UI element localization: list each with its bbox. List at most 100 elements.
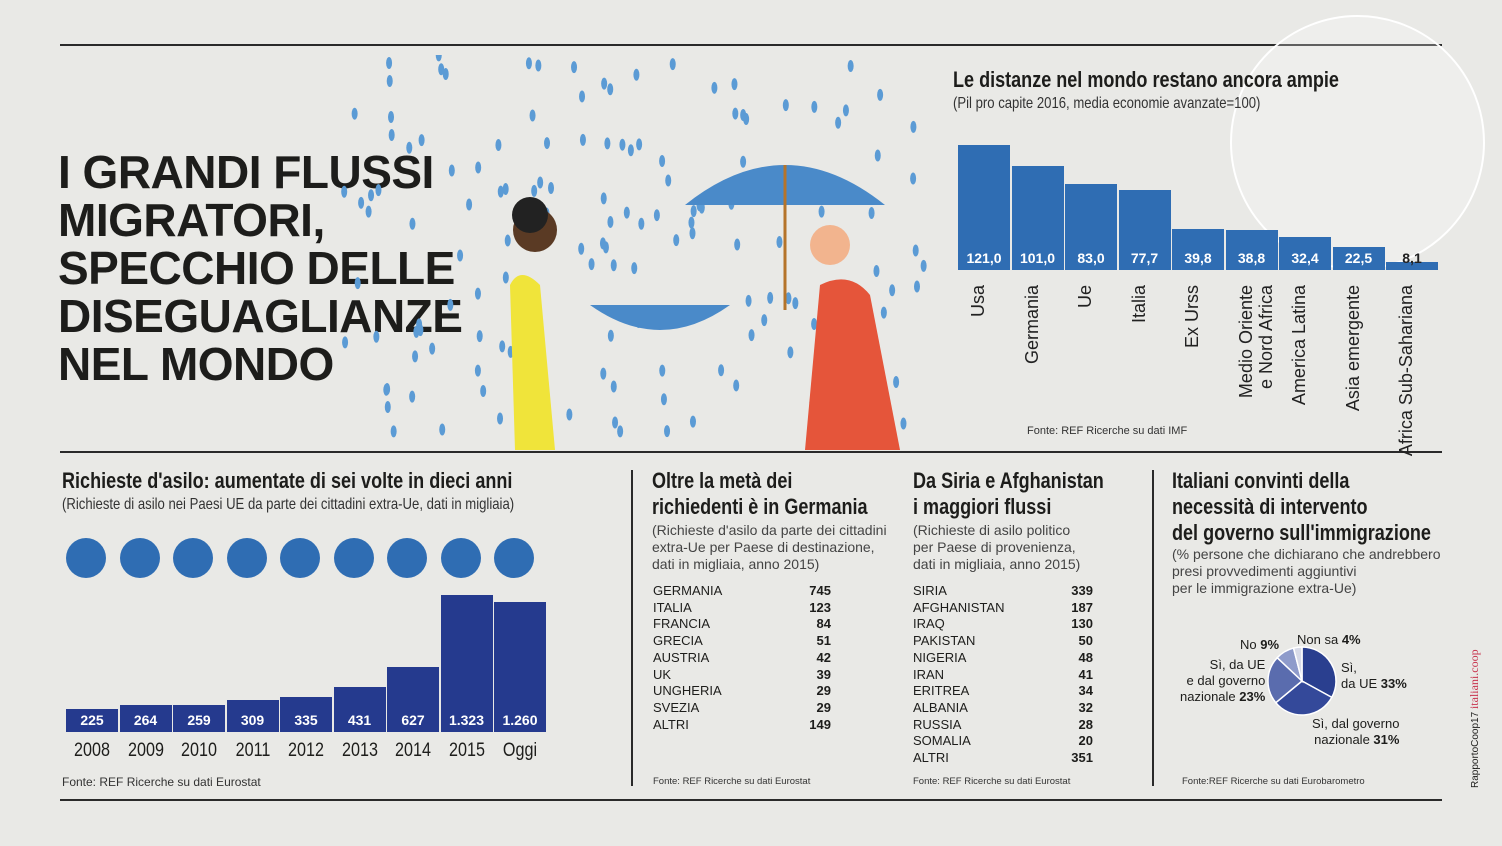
raindrop (633, 68, 640, 81)
table-row: AFGHANISTAN 187 (913, 600, 1093, 617)
pie-label: No 9% (1240, 637, 1279, 653)
table-row: RUSSIA 28 (913, 717, 1093, 734)
raindrop (638, 217, 645, 230)
raindrop (877, 88, 884, 101)
raindrop (785, 292, 792, 305)
table-row: SIRIA 339 (913, 583, 1093, 600)
raindrop (409, 390, 416, 403)
raindrop (873, 264, 880, 277)
year-label: 2009 (127, 740, 164, 761)
raindrop (466, 198, 473, 211)
year-label: 2013 (341, 740, 378, 761)
raindrop (412, 350, 419, 363)
raindrop (900, 417, 907, 430)
table-row: UK 39 (653, 667, 831, 684)
country-name: SVEZIA (653, 699, 700, 715)
country-value: 339 (1071, 583, 1093, 598)
raindrop (474, 287, 481, 300)
raindrop (745, 294, 752, 307)
raindrop (386, 74, 393, 87)
raindrop (660, 393, 667, 406)
country-value: 42 (816, 649, 831, 665)
asylum-bar (66, 708, 118, 732)
pie-slice (1267, 656, 1304, 704)
gdp-category-label: Ex Urss (1182, 285, 1202, 348)
raindrop (588, 258, 595, 271)
pie-label-line: Sì, (1341, 660, 1357, 675)
origin-source: Fonte: REF Ricerche su dati Eurostat (913, 776, 1071, 787)
raindrop (579, 90, 586, 103)
credit: RapportoCoop17 italiani.coop (1467, 649, 1482, 788)
country-value: 84 (816, 616, 831, 632)
raindrop (390, 425, 397, 438)
migrant-face-icon (333, 538, 374, 578)
origin-table: SIRIA 339 AFGHANISTAN 187 IRAQ 130 PAKISTAN 50 N… (913, 583, 1093, 767)
gdp-value-label: 32,4 (1291, 250, 1319, 266)
section-title: Italiani convinti della (1172, 468, 1350, 493)
raindrop (601, 77, 608, 90)
raindrop (448, 164, 455, 177)
raindrop (718, 364, 725, 377)
title-line: MIGRATORI, (58, 194, 325, 246)
raindrop (435, 55, 442, 62)
gdp-category-label: Germania (1021, 285, 1042, 365)
divider (631, 470, 633, 786)
country-value: 149 (809, 716, 831, 732)
raindrop (439, 423, 446, 436)
middle-rule (60, 451, 1442, 453)
country-name: IRAN (913, 666, 945, 682)
table-row: NIGERIA 48 (913, 650, 1093, 667)
raindrop (740, 155, 747, 168)
table-row: ERITREA 34 (913, 683, 1093, 700)
raindrop (743, 113, 750, 126)
raindrop (495, 138, 502, 151)
gdp-category-label: Ue (1075, 285, 1095, 309)
country-value: 51 (816, 633, 831, 649)
asylum-bar (119, 704, 172, 732)
country-name: FRANCIA (653, 616, 711, 632)
country-name: RUSSIA (913, 716, 962, 732)
country-value: 28 (1078, 716, 1093, 732)
raindrop (818, 205, 825, 218)
asylum-value-label: 259 (187, 712, 211, 728)
pie-label-line: e dal governo (1186, 673, 1266, 688)
raindrop (383, 383, 390, 396)
title-line: DISEGUAGLIANZE (58, 290, 463, 342)
raindrop (475, 161, 482, 174)
gdp-category-label: America Latina (1289, 285, 1309, 406)
raindrop (537, 176, 544, 189)
pie-label-line: Sì, dal governo (1312, 716, 1400, 731)
raindrop (623, 206, 630, 219)
raindrop (571, 61, 578, 74)
section-subtitle: per le immigrazione extra-Ue) (1172, 580, 1357, 596)
gdp-category-label: Italia (1128, 285, 1149, 324)
divider (1152, 470, 1154, 786)
raindrop (689, 227, 696, 240)
title-line: I GRANDI FLUSSI (58, 146, 434, 198)
raindrop (502, 271, 509, 284)
raindrop (610, 259, 617, 272)
asylum-bar (226, 700, 279, 732)
section-title: i maggiori flussi (913, 494, 1052, 519)
pie-slice (1301, 646, 1337, 699)
asylum-chart-title: Richieste d'asilo: aumentate di sei volt… (62, 468, 513, 493)
asylum-value-label: 1.323 (448, 712, 485, 728)
main-title: I GRANDI FLUSSI MIGRATORI, SPECCHIO DELL… (58, 146, 463, 388)
asylum-chart-subtitle: (Richieste di asilo nei Paesi UE da part… (62, 496, 515, 513)
gdp-value-label: 121,0 (966, 250, 1002, 266)
raindrop (604, 137, 611, 150)
raindrop (664, 425, 671, 438)
country-name: AFGHANISTAN (913, 599, 1005, 615)
raindrop (659, 155, 666, 168)
raindrop (457, 249, 464, 262)
raindrop (354, 277, 361, 290)
section-title: del governo sull'immigrazione (1172, 520, 1431, 545)
pie-label-line: da UE (1341, 676, 1378, 691)
raindrop (627, 144, 634, 157)
opinion-source: Fonte:REF Ricerche su dati Eurobarometro (1182, 776, 1365, 787)
raindrop (499, 340, 506, 353)
pie-label-line: Sì, da UE (1209, 657, 1266, 672)
table-row: PAKISTAN 50 (913, 633, 1093, 650)
table-row: GERMANIA 745 (653, 583, 831, 600)
raindrop (874, 149, 881, 162)
